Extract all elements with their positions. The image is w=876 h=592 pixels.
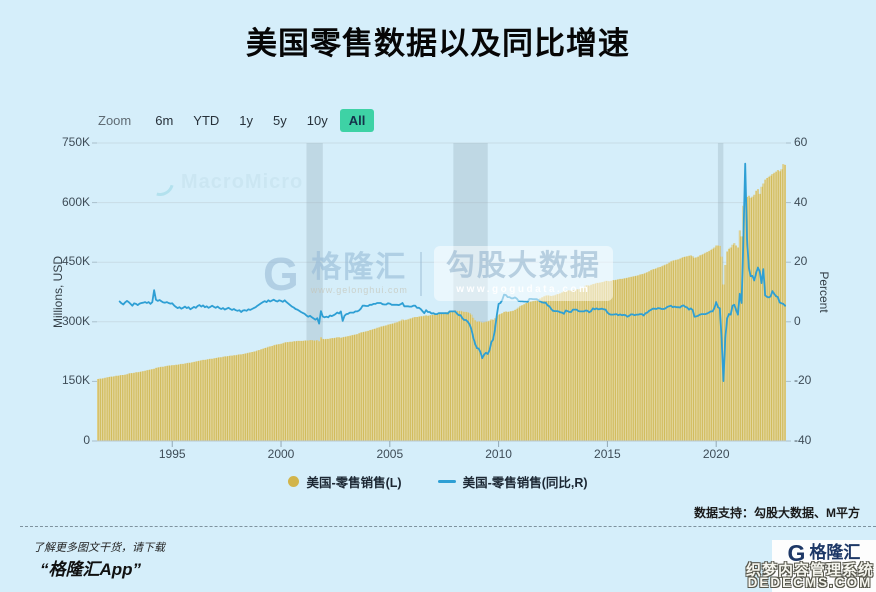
gelonghui-watermark-url: www.gelonghui.com <box>310 285 408 296</box>
range-button-all[interactable]: All <box>339 108 375 132</box>
range-button-ytd[interactable]: YTD <box>193 112 220 128</box>
right-axis-title: Percent <box>817 271 831 313</box>
zoom-label: Zoom <box>98 112 132 128</box>
gogudata-watermark-url: www.gogudata.com <box>456 284 591 296</box>
legend-item-yoy[interactable]: 美国-零售销售(同比,R) <box>437 472 588 491</box>
line-series-marker-icon <box>437 480 456 483</box>
right-axis-label-60: 60 <box>794 135 808 149</box>
promo-app-name[interactable]: “格隆汇App” <box>40 560 142 579</box>
x-axis-label-2005: 2005 <box>376 447 404 461</box>
range-button-10y[interactable]: 10y <box>306 112 328 128</box>
left-axis-title: Millions, USD <box>51 255 65 329</box>
left-axis-label-300K: 300K <box>61 313 90 328</box>
bar-series-marker-icon <box>288 476 300 487</box>
gogudata-watermark-box: 勾股大数据 www.gogudata.com <box>433 246 613 302</box>
macromicro-watermark: MacroMicro <box>140 162 304 202</box>
data-support-note: 数据支持：勾股大数据、M平方 <box>694 506 860 520</box>
macromicro-watermark-text: MacroMicro <box>181 170 304 193</box>
right-axis-label--40: -40 <box>794 433 812 447</box>
cms-watermark-line2: DEDECMS.COM <box>747 575 873 590</box>
legend-item-retail-sales[interactable]: 美国-零售销售(L) <box>288 472 402 491</box>
x-axis-label-2020: 2020 <box>702 447 730 461</box>
x-axis-label-2015: 2015 <box>594 447 621 461</box>
gelonghui-g-icon: G <box>787 540 806 566</box>
x-axis-label-1995: 1995 <box>158 447 186 461</box>
gogudata-watermark-text: 勾股大数据 <box>445 250 601 282</box>
gelonghui-g-watermark-icon: G <box>263 247 299 300</box>
legend: 美国-零售销售(L) 美国-零售销售(同比,R) <box>0 472 876 491</box>
page-title: 美国零售数据以及同比增速 <box>246 26 630 61</box>
gelonghui-logo: G 格隆汇 <box>772 540 876 592</box>
separator-dashed-line <box>20 526 876 527</box>
bars-series-retail-sales[interactable] <box>97 164 786 441</box>
range-button-5y[interactable]: 5y <box>273 112 287 128</box>
right-axis-label-20: 20 <box>794 254 808 269</box>
right-axis-label--20: -20 <box>794 373 812 388</box>
range-selector: Zoom 6m YTD 1y 5y 10y All <box>98 108 378 132</box>
range-button-6m[interactable]: 6m <box>155 112 174 128</box>
promo-text: 了解更多图文干货，请下载 <box>33 542 165 554</box>
legend-label-yoy: 美国-零售销售(同比,R) <box>462 476 588 490</box>
site-watermark: G 格隆汇 www.gelonghui.com 勾股大数据 www.goguda… <box>263 246 613 302</box>
left-axis-label-450K: 450K <box>61 254 90 269</box>
cms-watermark-line1: 织梦内容管理系统 <box>745 562 874 579</box>
left-axis-label-0: 0 <box>83 433 90 447</box>
right-axis-label-40: 40 <box>794 194 808 209</box>
x-axis-label-2010: 2010 <box>485 447 512 461</box>
watermark-divider <box>419 251 422 296</box>
left-axis-label-750K: 750K <box>61 135 90 149</box>
left-axis-label-150K: 150K <box>61 373 90 388</box>
x-axis-label-2000: 2000 <box>267 447 295 461</box>
legend-label-retail-sales: 美国-零售销售(L) <box>306 476 402 490</box>
range-button-1y[interactable]: 1y <box>239 112 254 128</box>
left-axis-label-600K: 600K <box>61 194 90 209</box>
gelonghui-logo-text: 格隆汇 <box>809 543 861 562</box>
gelonghui-watermark-text: 格隆汇 <box>311 250 408 284</box>
line-series-yoy[interactable] <box>118 162 786 382</box>
right-axis-label-0: 0 <box>794 313 801 328</box>
